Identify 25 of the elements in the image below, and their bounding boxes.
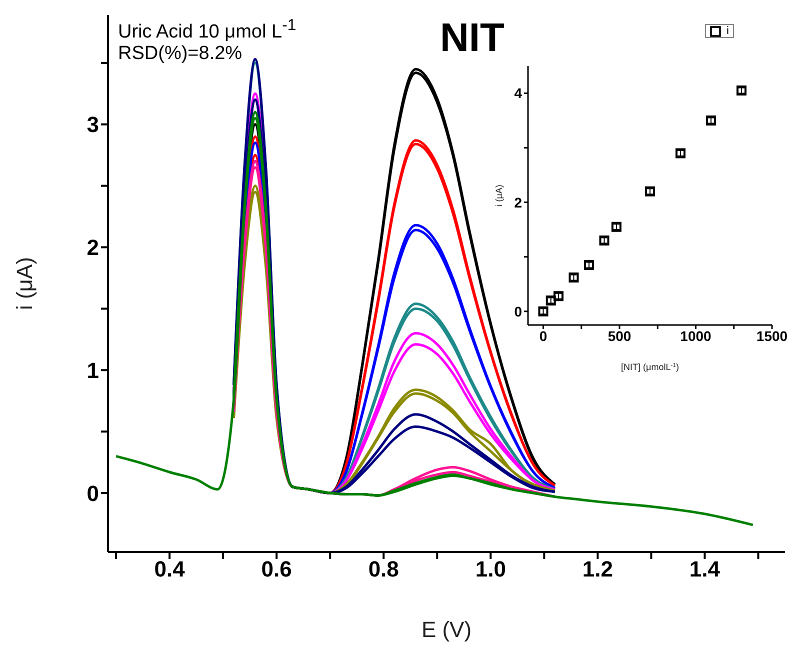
- y-tick-label: 4: [514, 85, 522, 102]
- y-tick-label: 0: [514, 303, 522, 320]
- y-tick-label: 0: [86, 480, 99, 506]
- y-tick-label: 2: [514, 194, 522, 210]
- x-tick-label: 1.4: [689, 556, 721, 582]
- y-tick-label: 3: [86, 112, 99, 138]
- x-tick-label: 1.2: [582, 556, 613, 582]
- x-tick-label: 1500: [756, 328, 788, 344]
- x-axis-title: [NIT] (μmolL$^{-1}$): [621, 362, 679, 372]
- x-axis-title: E (V): [421, 617, 472, 642]
- y-tick-label: 1: [86, 358, 99, 383]
- annotation: Uric Acid 10 μmol L$^{-1}$: [118, 17, 296, 44]
- x-tick-label: 1.0: [475, 556, 506, 582]
- annotation: NIT: [440, 16, 504, 61]
- y-axis-title: i (μA): [12, 256, 37, 310]
- x-tick-label: 0: [539, 328, 548, 344]
- x-tick-label: 1000: [680, 328, 712, 344]
- legend-label: i: [726, 25, 729, 37]
- x-tick-label: 0.8: [368, 556, 399, 582]
- y-tick-label: 2: [86, 235, 99, 260]
- x-tick-label: 0.6: [261, 556, 292, 582]
- annotation: RSD(%)=8.2%: [118, 43, 242, 65]
- x-tick-label: 500: [608, 328, 632, 344]
- y-axis-title: i (μA): [494, 184, 504, 206]
- x-tick-label: 0.4: [154, 556, 186, 582]
